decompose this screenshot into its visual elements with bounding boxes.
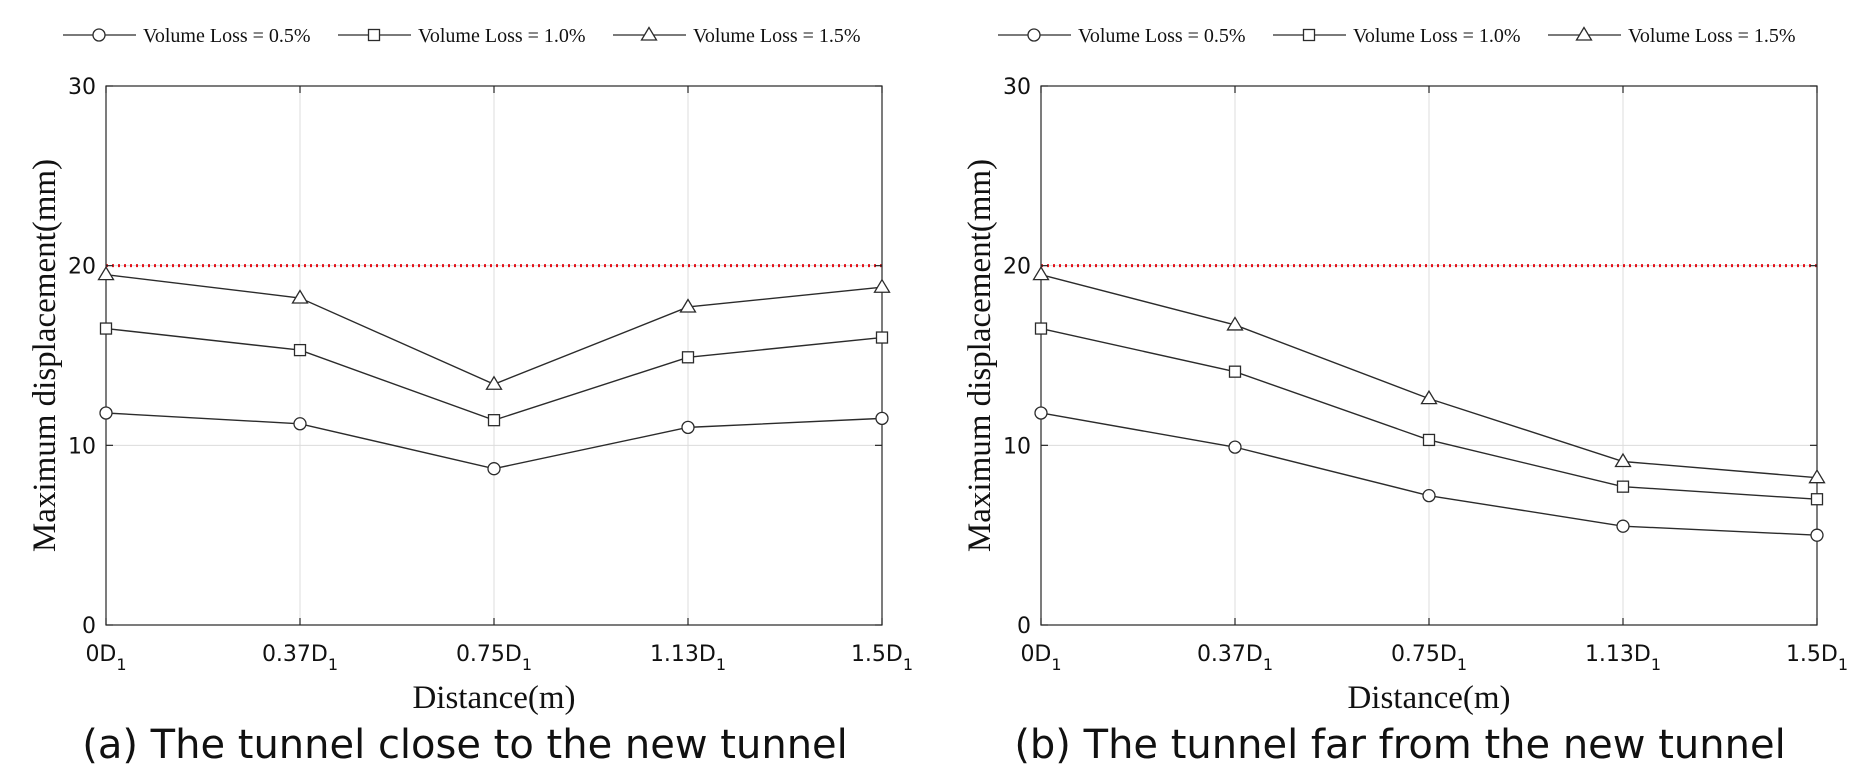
series-triangle [1032,265,1826,484]
data-point [291,289,309,304]
x-tick-label: 1.5D1 [1786,642,1848,674]
x-tick-label: 0D1 [1020,642,1061,674]
grid [1040,85,1818,626]
legend-marker [1027,28,1041,42]
y-tick-label: 10 [1003,434,1031,459]
legend-label: Volume Loss = 1.5% [1628,25,1796,47]
data-point [1032,265,1050,281]
series-square [1034,322,1824,506]
y-tick-label: 30 [1003,75,1031,100]
y-tick-label: 10 [68,434,96,459]
y-tick-label: 0 [82,614,96,639]
caption-b: (b) The tunnel far from the new tunnel [1014,722,1786,768]
x-tick-label: 0.75D1 [1391,642,1467,674]
legend-marker [1575,26,1593,41]
x-tick-label: 0.37D1 [262,642,338,674]
data-point [487,462,501,476]
y-axis-label: Maximum displacement(mm) [27,159,63,552]
legend-label: Volume Loss = 1.0% [1353,25,1521,47]
data-point [1034,322,1048,335]
y-tick-label: 30 [68,75,96,100]
data-point [97,265,115,281]
legend-label: Volume Loss = 0.5% [143,25,311,47]
grid [105,85,883,626]
data-point [875,331,889,344]
y-tick-label: 20 [68,255,96,280]
x-tick-label: 1.5D1 [851,642,913,674]
y-axis-label: Maximum displacement(mm) [962,159,998,552]
x-tick-label: 1.13D1 [650,642,726,674]
legend-label: Volume Loss = 0.5% [1078,25,1246,47]
legend-marker [367,28,381,42]
legend-marker [640,26,658,41]
legend-label: Volume Loss = 1.0% [418,25,586,47]
x-tick-label: 0D1 [85,642,126,674]
chart-panel-a: 0 10 20 30 0D1 0.37D1 0.75D1 1.13D1 1.5D1 Distanc… [27,25,913,716]
x-tick-label: 0.75D1 [456,642,532,674]
data-point [485,375,503,390]
series-circle [1034,406,1824,542]
data-point [1228,440,1242,454]
data-point [1808,468,1826,484]
series-triangle [97,265,891,390]
data-point [681,351,695,364]
data-point [875,411,889,426]
legend-marker [92,28,106,42]
y-tick-label: 20 [1003,255,1031,280]
data-point [873,278,891,293]
data-point [1228,365,1242,378]
legend: Volume Loss = 0.5% Volume Loss = 1.0% Volu… [63,25,861,47]
data-point [293,417,307,431]
x-axis-label: Distance(m) [412,680,575,716]
caption-a: (a) The tunnel close to the new tunnel [82,722,848,768]
data-point [487,414,501,427]
data-point [1614,452,1632,468]
x-axis-label: Distance(m) [1347,680,1510,716]
data-point [1810,528,1824,542]
data-point [293,343,307,357]
data-point [1422,488,1436,503]
data-point [679,298,697,313]
x-tick-label: 0.37D1 [1197,642,1273,674]
data-point [1422,433,1436,447]
data-point [1616,480,1630,493]
data-point [1226,316,1244,331]
legend: Volume Loss = 0.5% Volume Loss = 1.0% Volu… [998,25,1796,47]
data-point [1420,389,1438,405]
legend-label: Volume Loss = 1.5% [693,25,861,47]
data-point [1616,519,1630,533]
data-point [1810,493,1824,506]
data-point [99,322,113,335]
series-circle [99,406,889,476]
x-tick-label: 1.13D1 [1585,642,1661,674]
data-point [99,406,113,420]
data-point [1034,406,1048,420]
data-point [681,420,695,435]
y-tick-label: 0 [1017,614,1031,639]
series-square [99,322,889,427]
chart-panel-b: 0 10 20 30 0D1 0.37D1 0.75D1 1.13D1 1.5D1 Distanc… [962,25,1848,716]
legend-marker [1302,28,1316,42]
